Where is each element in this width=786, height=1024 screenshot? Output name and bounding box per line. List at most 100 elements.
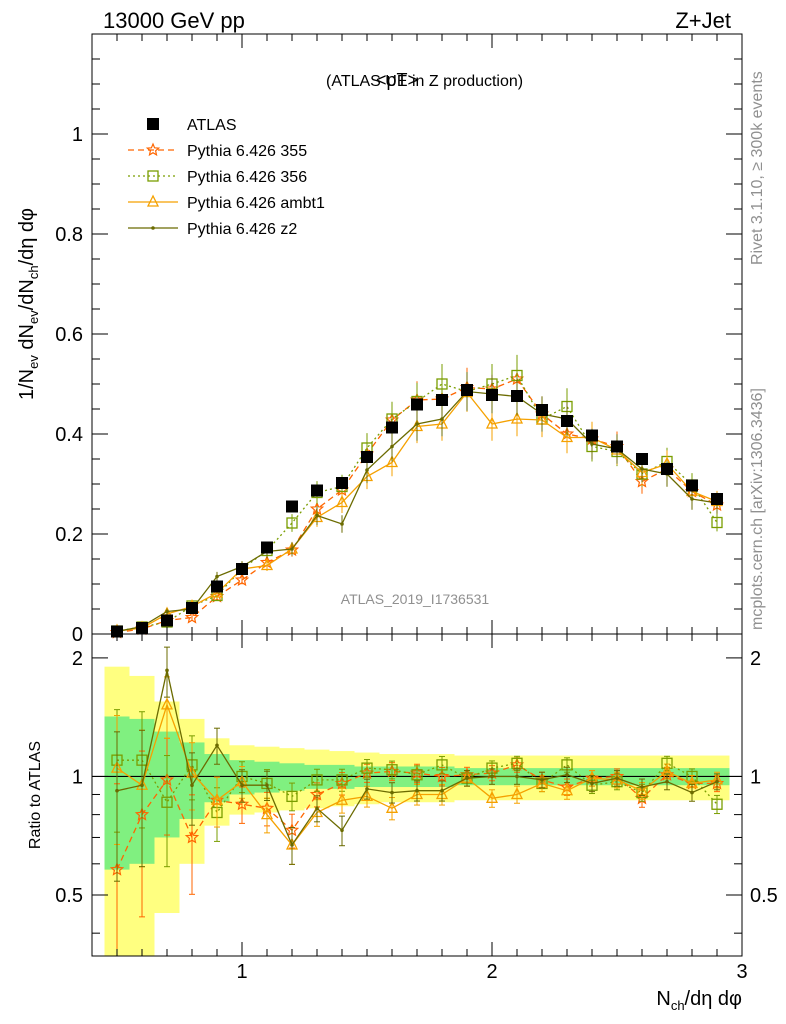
rivet-version-label: Rivet 3.1.10, ≥ 300k events	[749, 71, 766, 265]
ratio-data-point	[215, 743, 219, 748]
ratio-data-point	[240, 783, 244, 788]
main-data-point	[636, 453, 648, 465]
legend-marker	[147, 118, 159, 130]
main-data-point	[640, 467, 644, 471]
ratio-series-3	[114, 646, 720, 882]
ratio-data-point	[286, 790, 298, 803]
x-tick-label: 2	[486, 961, 497, 983]
main-data-point	[560, 430, 574, 443]
ratio-data-point	[711, 798, 723, 810]
ratio-data-point	[260, 807, 274, 820]
main-data-point	[336, 477, 348, 489]
plot-title-main: <pT>	[376, 70, 418, 90]
ratio-y-tick-label: 2	[72, 648, 83, 670]
ratio-data-point	[340, 828, 344, 833]
main-data-point	[186, 602, 198, 614]
main-data-point	[385, 455, 399, 468]
ratio-data-point	[485, 790, 499, 803]
legend-item: Pythia 6.426 356	[128, 169, 307, 186]
ratio-data-point	[540, 778, 544, 782]
main-data-point	[536, 404, 548, 416]
main-y-tick-label: 0	[72, 624, 83, 646]
legend-marker	[147, 170, 159, 182]
main-data-point	[440, 417, 444, 421]
legend-marker	[146, 194, 160, 207]
ratio-data-point	[434, 768, 450, 783]
process-label: Z+Jet	[675, 8, 731, 33]
main-data-point	[436, 378, 448, 390]
main-data-point	[686, 479, 698, 492]
main-data-point	[411, 398, 423, 411]
ratio-data-point	[234, 796, 250, 811]
x-tick-label: 3	[736, 961, 747, 983]
ratio-data-point	[290, 843, 294, 847]
main-data-point	[510, 411, 524, 424]
ratio-y-tick-label: 1	[72, 766, 83, 788]
main-data-point	[690, 497, 694, 501]
ratio-data-point	[490, 774, 494, 779]
ratio-data-point	[386, 764, 398, 776]
ratio-data-point	[311, 774, 323, 786]
ratio-data-point	[565, 772, 569, 777]
main-data-point	[365, 468, 369, 472]
main-data-point	[260, 558, 274, 571]
legend-marker	[151, 226, 155, 230]
main-data-point	[340, 522, 344, 526]
ratio-data-point	[335, 792, 349, 805]
main-data-point	[361, 451, 373, 463]
ratio-data-point	[210, 792, 224, 805]
main-data-point	[436, 394, 448, 406]
ratio-data-point	[115, 788, 119, 793]
main-data-point	[236, 563, 248, 575]
main-y-tick-label: 1	[72, 124, 83, 146]
ratio-y-tick-label-right: 2	[750, 648, 761, 670]
x-tick-label: 1	[236, 961, 247, 983]
main-data-point	[234, 572, 250, 587]
ratio-panel-axes: 1 2 3 0.5 0.5 1 1 2 2	[55, 634, 778, 983]
main-data-point	[286, 517, 298, 529]
legend-marker	[145, 142, 161, 157]
main-data-point	[211, 580, 223, 593]
legend: ATLAS Pythia 6.426 355 Pythia 6.426 356 Pyt…	[128, 117, 325, 238]
main-data-point	[586, 429, 598, 442]
ratio-data-point	[140, 783, 144, 788]
main-y-tick-label: 0.2	[55, 524, 83, 546]
ratio-data-point	[415, 788, 419, 793]
analysis-watermark: ATLAS_2019_I1736531	[341, 591, 490, 607]
ratio-data-point	[510, 787, 524, 800]
x-axis-label: Nch/dη dφ	[656, 988, 742, 1013]
main-data-point	[561, 415, 573, 427]
main-data-point	[590, 442, 594, 446]
ratio-data-point	[265, 783, 269, 788]
ratio-data-point	[385, 800, 399, 813]
main-data-point	[261, 541, 273, 554]
ratio-data-point	[715, 779, 719, 784]
ratio-data-point	[436, 759, 448, 771]
ratio-data-point	[361, 762, 373, 774]
ratio-data-point	[336, 774, 348, 786]
ratio-y-axis-label: Ratio to ATLAS	[27, 741, 44, 849]
legend-item: Pythia 6.426 z2	[128, 221, 297, 238]
ratio-uncertainty-bands	[92, 666, 742, 956]
legend-label: Pythia 6.426 z2	[187, 221, 297, 238]
legend-label: Pythia 6.426 356	[187, 169, 307, 186]
ratio-data-point	[160, 697, 174, 710]
main-data-point	[485, 416, 499, 429]
main-y-axis-label: 1/Nev dNev/dNch/dη dφ	[16, 208, 41, 400]
legend-label: Pythia 6.426 355	[187, 143, 307, 160]
ratio-data-point	[615, 776, 619, 780]
energy-label: 13000 GeV pp	[103, 8, 245, 33]
main-data-point	[390, 444, 394, 449]
main-data-point	[415, 422, 419, 426]
legend-item: ATLAS	[147, 117, 237, 134]
main-data-point	[711, 493, 723, 505]
ratio-data-point	[411, 769, 423, 781]
main-data-point	[661, 463, 673, 475]
legend-label: Pythia 6.426 ambt1	[187, 195, 325, 212]
ratio-data-point	[640, 785, 644, 789]
ratio-data-point	[161, 796, 173, 808]
main-y-tick-label: 0.8	[55, 224, 83, 246]
ratio-data-point	[315, 806, 319, 811]
ratio-data-point	[360, 788, 374, 802]
